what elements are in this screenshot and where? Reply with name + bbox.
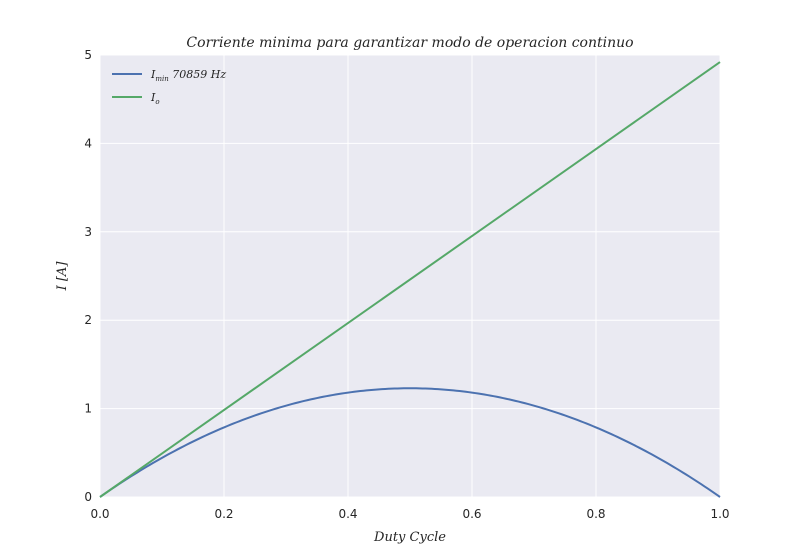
tick-labels: 0.0 0.2 0.4 0.6 0.8 1.0 0 1 2 3 4 5 [84,48,729,521]
y-axis-label: I [A] [55,261,70,292]
y-tick-label: 1 [84,402,92,416]
x-tick-label: 0.2 [214,507,233,521]
x-tick-label: 0.4 [338,507,357,521]
legend-label-1: Io [150,91,160,106]
series-line-0 [99,387,721,498]
legend-symbol: I [150,91,156,104]
chart-title: Corriente minima para garantizar modo de… [186,35,633,51]
y-tick-label: 2 [84,313,92,327]
legend-subscript: o [155,98,159,106]
x-axis-label: Duty Cycle [373,530,446,545]
x-tick-label: 0.8 [586,507,605,521]
y-tick-label: 3 [84,225,92,239]
legend-subscript: min [155,75,169,83]
grid [99,54,721,498]
x-tick-label: 0.0 [90,507,109,521]
y-tick-label: 4 [84,136,92,150]
x-tick-label: 0.6 [462,507,481,521]
y-tick-label: 0 [84,490,92,504]
legend-rest: 70859 Hz [169,68,227,81]
y-tick-label: 5 [84,48,92,62]
series-group [99,61,721,498]
legend-symbol: I [150,68,156,81]
legend-label-0: Imin 70859 Hz [150,68,226,83]
series-line-1 [99,61,721,498]
x-tick-label: 1.0 [710,507,729,521]
